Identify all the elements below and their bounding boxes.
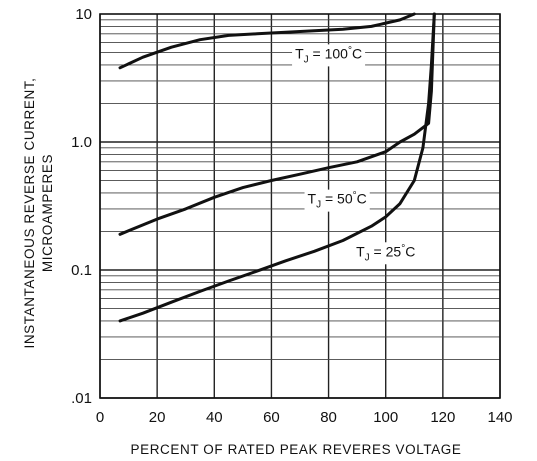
- curve-label-background: [353, 242, 419, 265]
- x-tick-labels: 0 20 40 60 80 100 120 140: [96, 409, 513, 426]
- grid: [99, 14, 501, 399]
- x-tick-label: 100: [373, 409, 398, 426]
- curve-label-0: TJ = 100°C: [295, 45, 362, 65]
- x-tick-label: 140: [487, 409, 512, 426]
- curves: [118, 12, 436, 323]
- curve-series-0: [118, 12, 416, 70]
- y-axis-label-line-1: INSTANTANEOUS REVERSE CURRENT,: [22, 77, 37, 348]
- plot-frame: [99, 13, 501, 399]
- curve-labels: TJ = 100°C TJ = 50°C TJ = 25°C: [292, 44, 419, 265]
- curve-label-1: TJ = 50°C: [308, 191, 367, 211]
- y-axis-label: INSTANTANEOUS REVERSE CURRENT, MICROAMPE…: [22, 77, 55, 348]
- curve-label-background: [292, 44, 366, 67]
- x-tick-label: 40: [206, 409, 223, 426]
- curve-series-1: [118, 12, 436, 236]
- x-tick-label: 0: [96, 409, 104, 426]
- x-tick-label: 20: [149, 409, 166, 426]
- curve-label-2: TJ = 25°C: [356, 243, 415, 263]
- y-tick-label: .01: [71, 390, 92, 407]
- y-tick-labels: .01 0.1 1.0 10: [71, 6, 92, 407]
- x-tick-label: 60: [263, 409, 280, 426]
- x-tick-label: 80: [320, 409, 337, 426]
- x-tick-label: 120: [430, 409, 455, 426]
- curve-series-2: [118, 12, 436, 323]
- y-tick-label: 1.0: [71, 134, 92, 151]
- x-axis-label: PERCENT OF RATED PEAK REVERES VOLTAGE: [130, 442, 461, 457]
- curve-label-background: [304, 189, 370, 212]
- y-tick-label: 10: [75, 6, 92, 23]
- y-tick-label: 0.1: [71, 262, 92, 279]
- y-axis-label-line-2: MICROAMPERES: [40, 154, 55, 272]
